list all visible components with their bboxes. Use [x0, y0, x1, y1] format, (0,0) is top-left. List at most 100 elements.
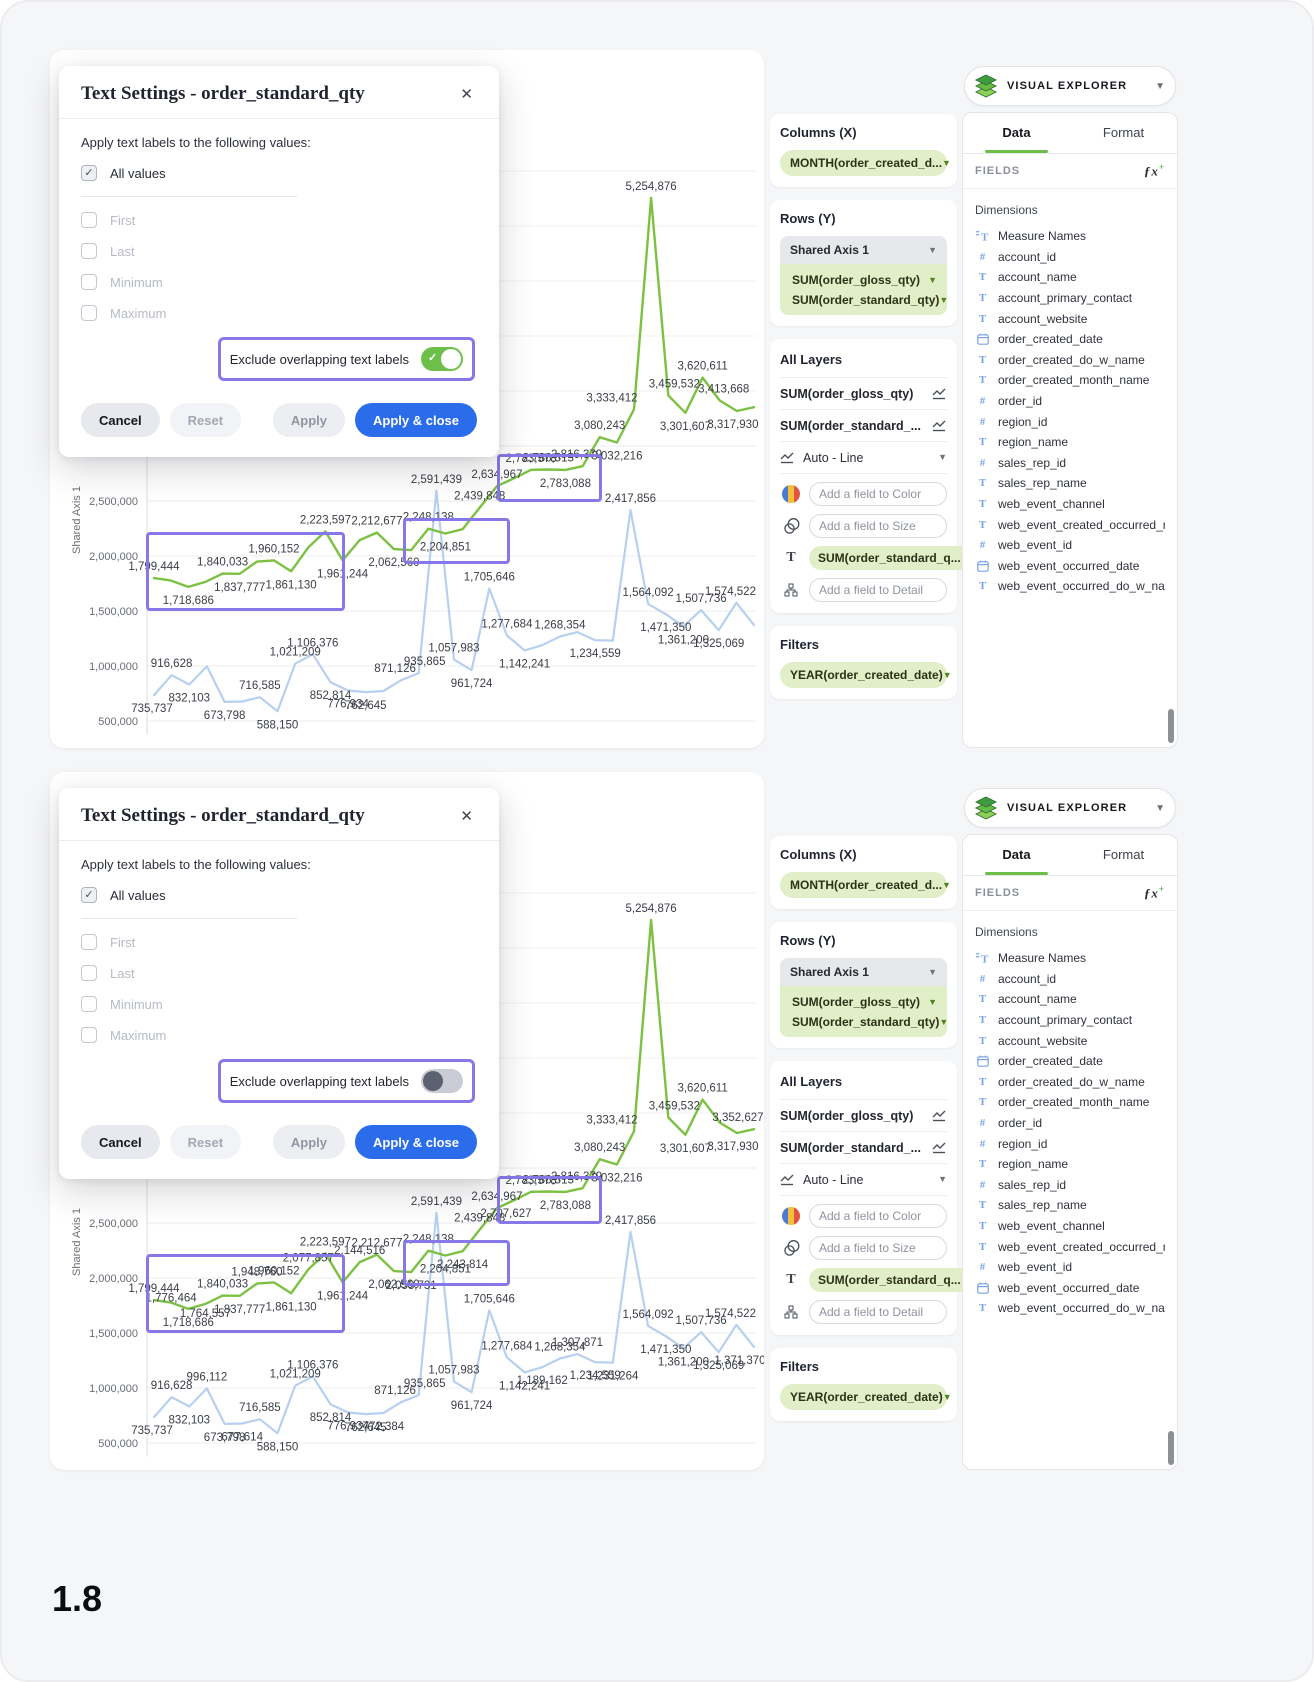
visual-explorer-button[interactable]: VISUAL EXPLORER ▼ — [964, 788, 1176, 828]
columns-pill[interactable]: MONTH(order_created_d... ▼ — [780, 150, 951, 176]
field-name: order_created_month_name — [998, 373, 1150, 388]
empty-encoding-pill[interactable]: Add a field to Color — [809, 482, 947, 506]
text-encoding-pill[interactable]: SUM(order_standard_q...▼ — [809, 546, 979, 570]
row-measure-pill[interactable]: SUM(order_gloss_qty) ▼ — [792, 273, 937, 287]
field-name: sales_rep_id — [998, 455, 1067, 470]
filters-title: Filters — [780, 1359, 820, 1374]
row-measure-pill[interactable]: SUM(order_gloss_qty) ▼ — [792, 995, 937, 1009]
field-item[interactable]: # region_id — [975, 411, 1165, 432]
cancel-button[interactable]: Cancel — [81, 403, 160, 437]
field-item[interactable]: # web_event_id — [975, 1257, 1165, 1278]
scrollbar-thumb[interactable] — [1168, 709, 1174, 743]
filters-well: Filters YEAR(order_created_date) ▼ — [770, 1348, 957, 1421]
exclude-overlap-toggle[interactable] — [421, 1069, 463, 1093]
reset-button[interactable]: Reset — [169, 1125, 242, 1159]
layer-item[interactable]: SUM(order_gloss_qty) — [780, 1100, 947, 1132]
filter-pill[interactable]: YEAR(order_created_date) ▼ — [780, 662, 952, 688]
field-item[interactable]: # sales_rep_id — [975, 453, 1165, 474]
field-item[interactable]: T Measure Names — [975, 948, 1165, 969]
field-item[interactable]: # region_id — [975, 1133, 1165, 1154]
dialog-options: All values First Last Minimum Maximum — [81, 165, 477, 321]
empty-encoding-pill[interactable]: Add a field to Size — [809, 514, 947, 538]
mark-type-dropdown[interactable]: Auto - Line ▼ — [780, 1164, 947, 1196]
checkbox[interactable] — [81, 165, 97, 181]
apply-button[interactable]: Apply — [272, 1125, 346, 1159]
field-item[interactable]: # order_id — [975, 1113, 1165, 1134]
empty-encoding-pill[interactable]: Add a field to Color — [809, 1204, 947, 1228]
visual-explorer-button[interactable]: VISUAL EXPLORER ▼ — [964, 66, 1176, 106]
field-item[interactable]: order_created_date — [975, 1051, 1165, 1072]
apply-button[interactable]: Apply — [272, 403, 346, 437]
svg-text:1,799,444: 1,799,444 — [128, 1283, 180, 1295]
detail-shelf-icon — [780, 579, 802, 601]
shared-axis-header[interactable]: Shared Axis 1 ▼ — [780, 958, 947, 986]
columns-pill[interactable]: MONTH(order_created_d... ▼ — [780, 872, 951, 898]
row-measure-pill[interactable]: SUM(order_standard_qty)▼ — [780, 1009, 947, 1029]
shared-axis-header[interactable]: Shared Axis 1 ▼ — [780, 236, 947, 264]
layer-item[interactable]: SUM(order_gloss_qty) — [780, 378, 947, 410]
svg-text:1,000,000: 1,000,000 — [89, 661, 138, 673]
option-all-values: All values — [81, 165, 477, 181]
field-item[interactable]: web_event_occurred_date — [975, 556, 1165, 577]
checkbox[interactable] — [81, 887, 97, 903]
field-item[interactable]: # order_id — [975, 391, 1165, 412]
close-icon[interactable]: ✕ — [460, 808, 473, 825]
field-item[interactable]: # web_event_id — [975, 535, 1165, 556]
text-type-icon: T — [978, 271, 987, 284]
svg-text:852,814: 852,814 — [310, 1412, 352, 1424]
filter-pill[interactable]: YEAR(order_created_date) ▼ — [780, 1384, 952, 1410]
svg-text:1,799,444: 1,799,444 — [128, 561, 180, 573]
field-item[interactable]: # account_id — [975, 969, 1165, 990]
field-item[interactable]: order_created_date — [975, 329, 1165, 350]
tab-data[interactable]: Data — [963, 113, 1070, 153]
layer-items: SUM(order_gloss_qty) SUM(order_standard_.… — [780, 1100, 947, 1164]
field-wells: Columns (X) MONTH(order_created_d... ▼ R… — [770, 836, 979, 1434]
field-item[interactable]: Tweb_event_created_occurred_na... — [975, 514, 1165, 535]
mark-type-dropdown[interactable]: Auto - Line ▼ — [780, 442, 947, 474]
layer-item[interactable]: SUM(order_standard_... — [780, 410, 947, 442]
text-encoding-pill[interactable]: SUM(order_standard_q...▼ — [809, 1268, 979, 1292]
empty-encoding-pill[interactable]: Add a field to Size — [809, 1236, 947, 1260]
svg-text:1,234,559: 1,234,559 — [570, 648, 621, 660]
apply-close-button[interactable]: Apply & close — [355, 1125, 477, 1159]
layer-item[interactable]: SUM(order_standard_... — [780, 1132, 947, 1164]
tab-format[interactable]: Format — [1102, 125, 1145, 140]
field-item[interactable]: # account_id — [975, 247, 1165, 268]
apply-close-button[interactable]: Apply & close — [355, 403, 477, 437]
reset-button[interactable]: Reset — [169, 403, 242, 437]
exclude-overlap-toggle[interactable] — [421, 347, 463, 371]
svg-text:1,718,686: 1,718,686 — [163, 595, 214, 607]
empty-encoding-pill[interactable]: Add a field to Detail — [809, 1300, 947, 1324]
create-calculation-icon[interactable]: ƒx+ — [1143, 162, 1165, 179]
tab-format[interactable]: Format — [1102, 847, 1145, 862]
cancel-button[interactable]: Cancel — [81, 1125, 160, 1159]
row-measure-pill[interactable]: SUM(order_standard_qty)▼ — [780, 287, 947, 307]
empty-encoding-pill[interactable]: Add a field to Detail — [809, 578, 947, 602]
field-item[interactable]: Tweb_event_created_occurred_na... — [975, 1236, 1165, 1257]
scrollbar-thumb[interactable] — [1168, 1431, 1174, 1465]
tab-data[interactable]: Data — [963, 835, 1070, 875]
close-icon[interactable]: ✕ — [460, 86, 473, 103]
field-item[interactable]: web_event_occurred_date — [975, 1278, 1165, 1299]
create-calculation-icon[interactable]: ƒx+ — [1143, 884, 1165, 901]
field-item[interactable]: T Measure Names — [975, 226, 1165, 247]
field-item[interactable]: # sales_rep_id — [975, 1175, 1165, 1196]
